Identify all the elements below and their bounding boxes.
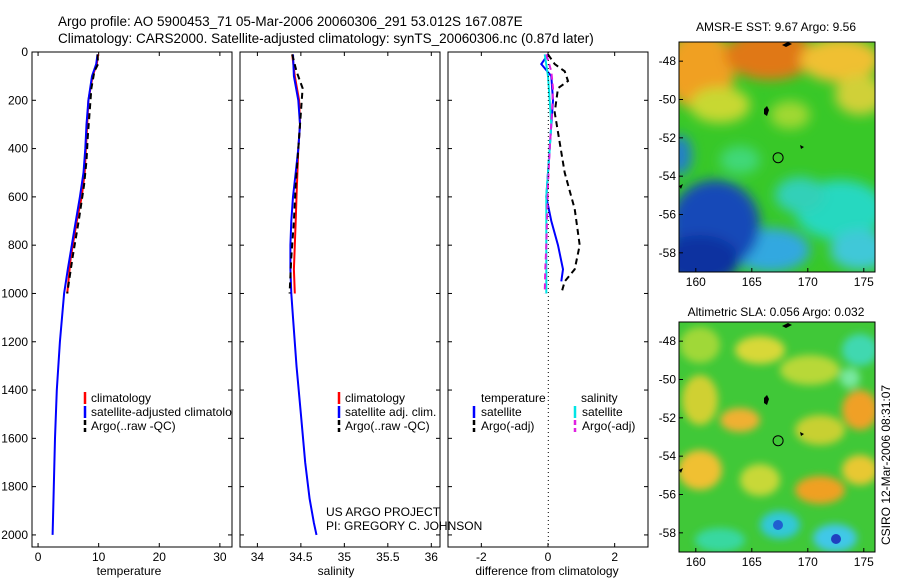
y-tick-label: -50	[659, 93, 677, 107]
legend-label: Argo(-adj)	[481, 419, 534, 433]
series-line	[289, 54, 318, 536]
sla-heatmap	[679, 322, 875, 552]
legend-label: Argo(..raw -QC)	[91, 419, 176, 433]
y-tick-label: 1000	[1, 286, 28, 300]
y-tick-label: 0	[21, 45, 28, 59]
temperature-axes	[31, 51, 233, 548]
y-tick-label: -52	[659, 411, 677, 425]
difference-plot: -2 0 2	[448, 51, 648, 564]
y-tick-label: -58	[659, 246, 677, 260]
sst-argo-marker	[772, 152, 784, 164]
y-tick-label: 600	[8, 190, 28, 204]
sla-coastline	[679, 323, 804, 473]
y-tick-label: -54	[659, 449, 677, 463]
legend-label: climatology	[91, 391, 151, 405]
timestamp-stamp: CSIRO 12-Mar-2006 08:31:07	[879, 385, 893, 545]
y-tick-label: 400	[8, 142, 28, 156]
x-tick-label: 0	[35, 550, 42, 564]
temperature-xlabel: temperature	[97, 564, 162, 578]
header-title: Argo profile: AO 5900453_71 05-Mar-2006 …	[58, 14, 523, 29]
legend-header-salinity: salinity	[581, 391, 618, 405]
legend-label: satellite	[582, 405, 623, 419]
sst-axis: 160 165 170 175 -48 -50 -52 -54 -56 -58	[659, 54, 874, 289]
y-tick-label: 200	[8, 93, 28, 107]
x-tick-label: 175	[854, 555, 874, 569]
legend-label: Argo(-adj)	[582, 419, 635, 433]
legend-label: satellite	[481, 405, 522, 419]
x-tick-label: 2	[611, 550, 618, 564]
x-tick-label: 35.5	[376, 550, 400, 564]
temperature-plot: 0 10 20 30 0 200 400 600 800 1000 1200 1400 1600 1800…	[1, 45, 232, 564]
y-tick-label: -48	[659, 54, 677, 68]
salinity-xlabel: salinity	[318, 564, 355, 578]
legend-label: Argo(..raw -QC)	[345, 419, 430, 433]
salinity-axes	[239, 51, 441, 548]
series-line	[288, 54, 304, 294]
x-tick-label: 165	[742, 555, 762, 569]
x-tick-label: 0	[545, 550, 552, 564]
x-tick-label: 160	[686, 555, 706, 569]
x-tick-label: 10	[92, 550, 106, 564]
sst-map-frame	[678, 41, 876, 273]
y-tick-label: -48	[659, 334, 677, 348]
series-line	[51, 54, 99, 535]
y-tick-label: 1600	[1, 431, 28, 445]
y-tick-label: 2000	[1, 528, 28, 542]
y-tick-label: -50	[659, 373, 677, 387]
difference-xlabel: difference from climatology	[475, 564, 618, 578]
x-tick-label: 170	[798, 275, 818, 289]
sla-map-title: Altimetric SLA: 0.056 Argo: 0.032	[688, 305, 865, 319]
x-tick-label: 175	[854, 275, 874, 289]
salinity-plot: 34 34.5 35 35.5 36	[240, 51, 440, 564]
legend-label: satellite-adjusted climatology	[91, 405, 244, 419]
x-tick-label: 20	[153, 550, 167, 564]
legend-label: climatology	[345, 391, 405, 405]
y-tick-label: -56	[659, 208, 677, 222]
y-tick-label: -58	[659, 526, 677, 540]
y-tick-label: -56	[659, 488, 677, 502]
sst-heatmap	[679, 42, 875, 272]
x-tick-label: 160	[686, 275, 706, 289]
x-tick-label: 170	[798, 555, 818, 569]
y-tick-label: -52	[659, 131, 677, 145]
sla-axis: 160 165 170 175 -48 -50 -52 -54 -56 -58	[659, 334, 874, 569]
x-tick-label: -2	[476, 550, 487, 564]
series-line	[543, 54, 555, 294]
y-tick-label: 1800	[1, 480, 28, 494]
header-subtitle: Climatology: CARS2000. Satellite-adjuste…	[58, 31, 594, 46]
x-tick-label: 30	[213, 550, 227, 564]
sla-argo-marker	[772, 435, 784, 447]
sst-coastline	[679, 42, 804, 189]
x-tick-label: 36	[425, 550, 439, 564]
y-tick-label: -54	[659, 169, 677, 183]
pi-credit: PI: GREGORY C. JOHNSON	[326, 519, 482, 533]
temperature-legend: climatology satellite-adjusted climatolo…	[83, 391, 244, 433]
x-tick-label: 34	[251, 550, 265, 564]
sst-map-title: AMSR-E SST: 9.67 Argo: 9.56	[696, 20, 856, 34]
salinity-legend: climatology satellite adj. clim. Argo(..…	[337, 391, 436, 433]
series-line	[547, 53, 581, 294]
x-tick-label: 34.5	[289, 550, 313, 564]
y-tick-label: 1200	[1, 335, 28, 349]
y-tick-label: 800	[8, 238, 28, 252]
difference-legend: temperature salinity satellite Argo(-adj…	[472, 391, 635, 433]
series-line	[66, 54, 100, 294]
legend-header-temperature: temperature	[481, 391, 546, 405]
legend-label: satellite adj. clim.	[345, 405, 436, 419]
x-tick-label: 35	[338, 550, 352, 564]
y-tick-label: 1400	[1, 383, 28, 397]
project-credit: US ARGO PROJECT	[326, 505, 441, 519]
sla-map-frame	[678, 321, 876, 553]
x-tick-label: 165	[742, 275, 762, 289]
